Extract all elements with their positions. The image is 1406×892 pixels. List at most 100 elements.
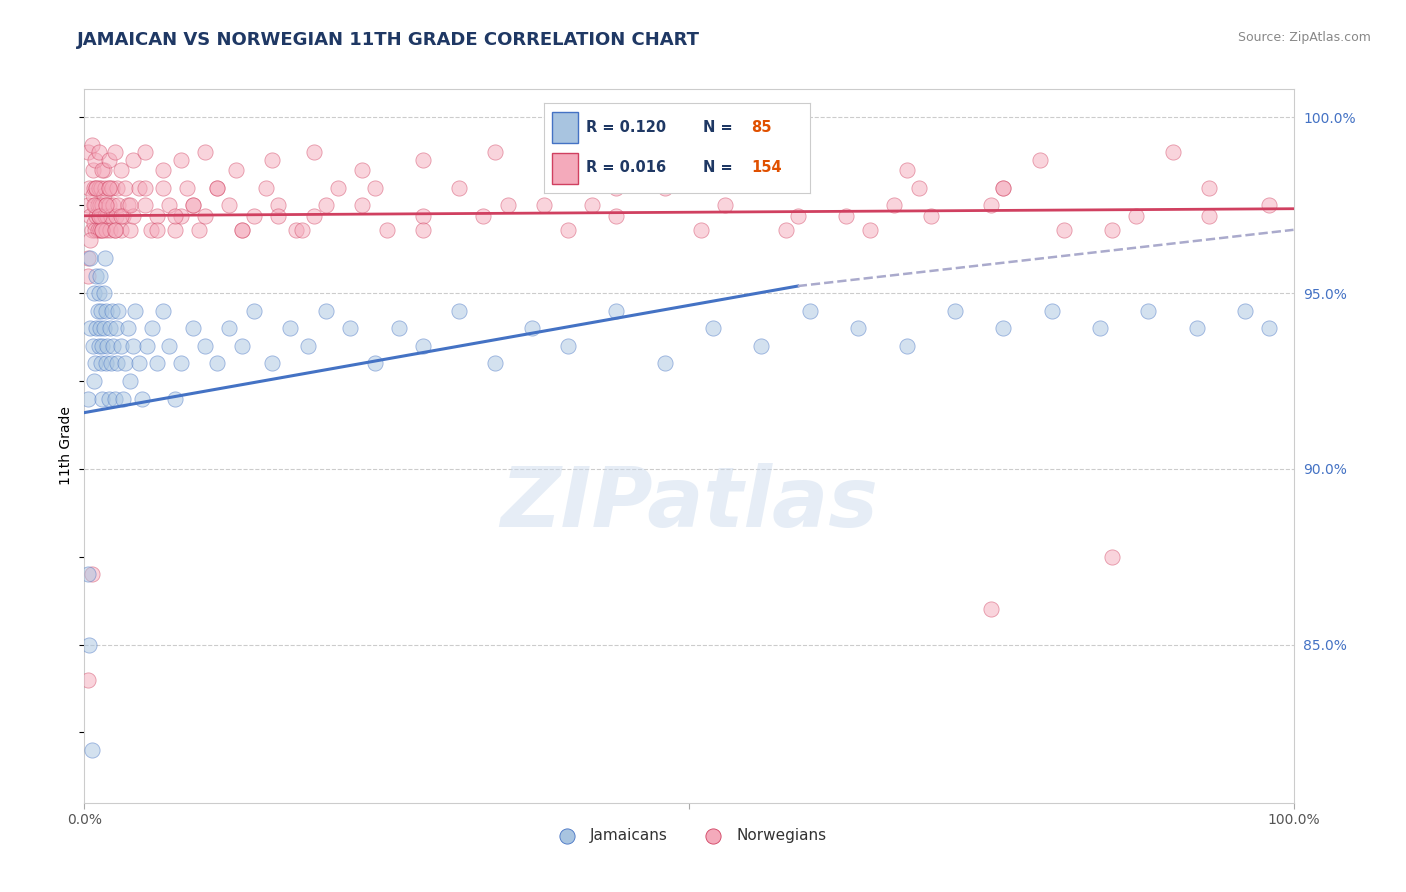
Point [315,303,337,318]
Point [104,223,127,237]
Point [98,321,121,335]
Point [284,223,308,237]
Point [86,321,108,335]
Point [77,638,100,652]
Point [105,180,128,194]
Point [207,356,229,370]
Point [1028,153,1050,167]
Point [104,321,127,335]
Point [110,339,132,353]
Point [665,153,688,167]
Point [690,223,713,237]
Point [94,303,117,318]
Point [134,198,156,212]
Point [87,286,110,301]
Point [352,198,374,212]
Point [218,198,240,212]
Point [165,223,187,237]
Point [94,198,117,212]
Y-axis label: 11th Grade: 11th Grade [59,407,73,485]
Point [799,303,821,318]
Point [291,223,314,237]
Point [131,392,153,406]
Point [702,321,724,335]
Point [90,356,112,370]
Point [1161,145,1184,160]
Point [412,339,434,353]
Point [87,209,110,223]
Point [79,209,101,223]
Point [1198,209,1220,223]
Point [363,180,385,194]
Point [363,356,385,370]
Point [82,339,104,353]
Point [100,209,122,223]
Point [94,356,117,370]
Point [86,198,108,212]
Text: Source: ZipAtlas.com: Source: ZipAtlas.com [1237,31,1371,45]
Point [134,145,156,160]
Point [449,303,471,318]
Point [97,392,120,406]
Point [120,223,142,237]
Point [107,303,129,318]
Point [883,198,905,212]
Point [84,153,107,167]
Point [84,223,107,237]
Point [80,743,103,757]
Legend: Jamaicans, Norwegians: Jamaicans, Norwegians [546,822,832,848]
Point [77,198,100,212]
Point [896,163,918,178]
Point [260,153,283,167]
Point [86,303,108,318]
Point [80,567,103,582]
Point [77,251,100,265]
Point [87,339,110,353]
Point [980,198,1002,212]
Point [104,392,127,406]
Point [112,209,135,223]
Point [110,223,132,237]
Point [242,303,264,318]
Point [87,209,110,223]
Point [110,209,132,223]
Point [278,321,301,335]
Point [79,321,101,335]
Point [89,268,111,283]
Point [297,339,319,353]
Point [146,223,169,237]
Point [83,374,105,388]
Point [328,180,350,194]
Point [120,374,142,388]
Point [139,223,162,237]
Point [786,209,808,223]
Point [93,286,115,301]
Point [412,209,434,223]
Point [188,223,211,237]
Point [181,321,204,335]
Point [94,251,117,265]
Point [101,180,124,194]
Point [993,321,1015,335]
Point [484,145,506,160]
Point [77,392,100,406]
Point [605,209,627,223]
Point [80,138,103,153]
Point [1258,198,1281,212]
Point [775,145,797,160]
Point [920,209,942,223]
Point [82,163,104,178]
Point [86,180,108,194]
Point [496,198,519,212]
Point [654,180,676,194]
Point [907,180,929,194]
Point [114,180,136,194]
Point [107,198,129,212]
Text: ZIPatlas: ZIPatlas [501,463,877,543]
Point [1088,321,1111,335]
Point [557,223,579,237]
Point [93,163,115,178]
Point [152,180,174,194]
Point [846,321,869,335]
Point [146,209,169,223]
